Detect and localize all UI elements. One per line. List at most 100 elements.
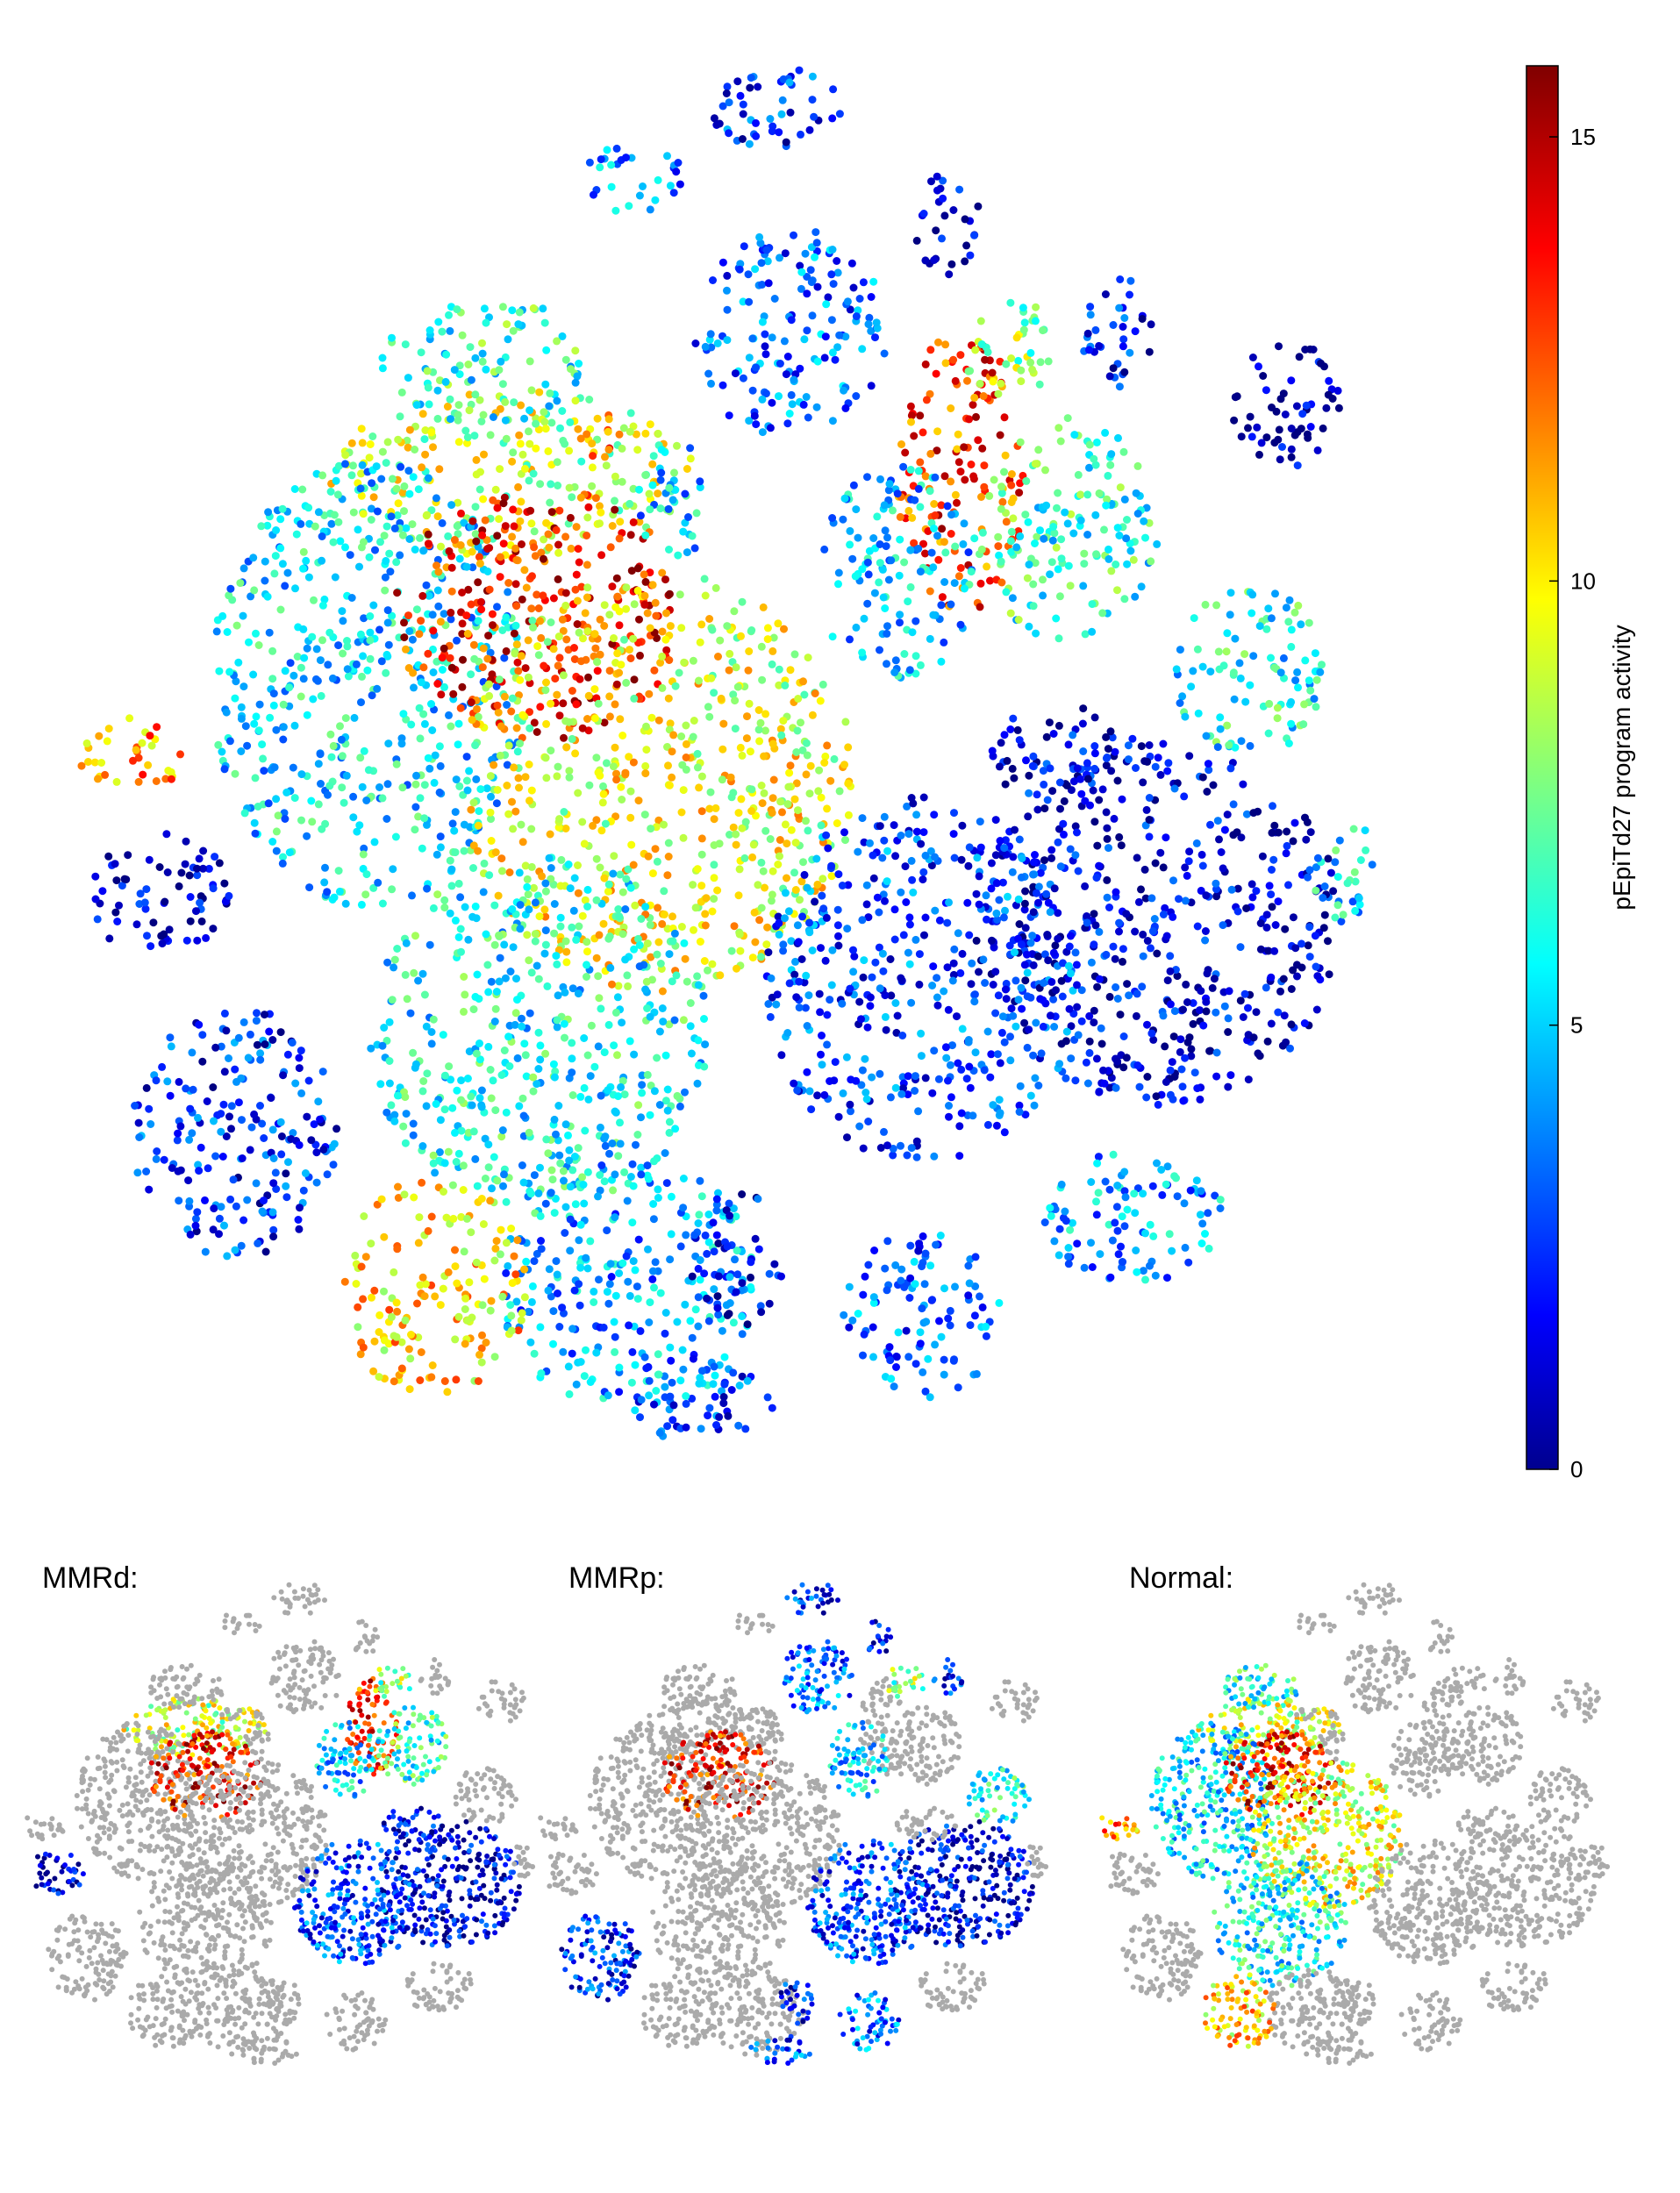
point bbox=[493, 701, 502, 710]
point bbox=[953, 1012, 961, 1021]
point bbox=[556, 922, 565, 931]
point bbox=[297, 816, 305, 825]
point bbox=[503, 761, 511, 769]
point bbox=[704, 1211, 713, 1218]
point bbox=[1037, 1049, 1046, 1058]
point bbox=[933, 186, 941, 195]
point bbox=[652, 611, 661, 620]
point bbox=[197, 1143, 205, 1152]
point bbox=[1237, 737, 1246, 746]
point bbox=[1006, 537, 1015, 546]
point bbox=[661, 1051, 670, 1060]
point bbox=[370, 1337, 379, 1346]
point bbox=[907, 418, 915, 426]
point bbox=[219, 1100, 228, 1109]
point bbox=[613, 649, 622, 658]
point bbox=[1291, 676, 1300, 685]
point bbox=[576, 1220, 585, 1229]
point bbox=[411, 446, 419, 454]
point bbox=[605, 667, 614, 675]
point bbox=[876, 646, 883, 654]
point bbox=[439, 1284, 447, 1293]
point bbox=[368, 1293, 375, 1302]
point bbox=[469, 798, 478, 807]
point bbox=[493, 532, 502, 540]
point bbox=[1021, 511, 1030, 519]
point bbox=[770, 295, 779, 303]
point bbox=[817, 944, 825, 953]
point bbox=[852, 392, 861, 400]
point bbox=[852, 505, 861, 514]
point bbox=[622, 678, 631, 687]
point bbox=[258, 740, 267, 749]
point bbox=[145, 1104, 154, 1113]
point bbox=[380, 1346, 389, 1354]
point bbox=[1137, 885, 1145, 894]
point bbox=[561, 601, 570, 610]
point bbox=[699, 991, 708, 1000]
point bbox=[566, 884, 575, 893]
point bbox=[410, 1193, 418, 1202]
point bbox=[1014, 356, 1023, 365]
point bbox=[732, 840, 740, 849]
point bbox=[409, 473, 418, 482]
point bbox=[515, 783, 523, 792]
point bbox=[733, 682, 742, 691]
point bbox=[693, 749, 702, 758]
point bbox=[531, 552, 540, 561]
point bbox=[239, 682, 248, 691]
point bbox=[1006, 298, 1015, 307]
point bbox=[167, 775, 175, 783]
point bbox=[976, 818, 984, 826]
point bbox=[452, 775, 461, 784]
point bbox=[1131, 327, 1140, 336]
point bbox=[889, 506, 897, 515]
point bbox=[537, 1237, 545, 1245]
point bbox=[940, 638, 948, 646]
point bbox=[504, 1261, 512, 1270]
point bbox=[388, 996, 397, 1004]
point bbox=[712, 120, 721, 129]
point bbox=[312, 645, 321, 654]
point bbox=[465, 406, 474, 415]
point bbox=[1302, 835, 1311, 844]
point bbox=[895, 571, 904, 580]
point bbox=[562, 743, 571, 752]
point bbox=[919, 428, 927, 437]
point bbox=[1113, 995, 1122, 1003]
point bbox=[459, 655, 467, 664]
point bbox=[1105, 904, 1113, 911]
point bbox=[1092, 1054, 1101, 1063]
point bbox=[329, 741, 338, 750]
point bbox=[958, 1025, 967, 1033]
point bbox=[860, 614, 869, 623]
point bbox=[1120, 495, 1129, 504]
point bbox=[527, 519, 536, 528]
point bbox=[1001, 451, 1010, 460]
point bbox=[562, 958, 571, 967]
point bbox=[1084, 346, 1093, 354]
point bbox=[1024, 518, 1033, 526]
point bbox=[941, 340, 950, 349]
point bbox=[729, 823, 738, 832]
point bbox=[583, 947, 591, 956]
point bbox=[1034, 446, 1043, 454]
point bbox=[767, 896, 776, 905]
point bbox=[1036, 868, 1045, 877]
point bbox=[1240, 650, 1249, 659]
point bbox=[842, 1053, 851, 1061]
point bbox=[447, 722, 455, 731]
point bbox=[890, 905, 899, 914]
point bbox=[577, 582, 586, 591]
point bbox=[312, 1178, 321, 1187]
point bbox=[914, 484, 923, 493]
point bbox=[303, 1112, 311, 1121]
point bbox=[739, 110, 747, 118]
point bbox=[849, 283, 858, 292]
point bbox=[490, 1153, 498, 1161]
point bbox=[195, 1020, 204, 1029]
point bbox=[1112, 1083, 1120, 1092]
point bbox=[343, 637, 351, 645]
point bbox=[556, 1159, 565, 1168]
point bbox=[646, 624, 654, 632]
